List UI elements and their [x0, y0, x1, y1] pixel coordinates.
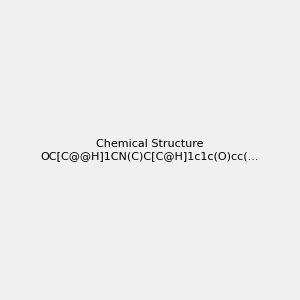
Text: Chemical Structure
OC[C@@H]1CN(C)C[C@H]1c1c(O)cc(...: Chemical Structure OC[C@@H]1CN(C)C[C@H]1… — [41, 139, 259, 161]
